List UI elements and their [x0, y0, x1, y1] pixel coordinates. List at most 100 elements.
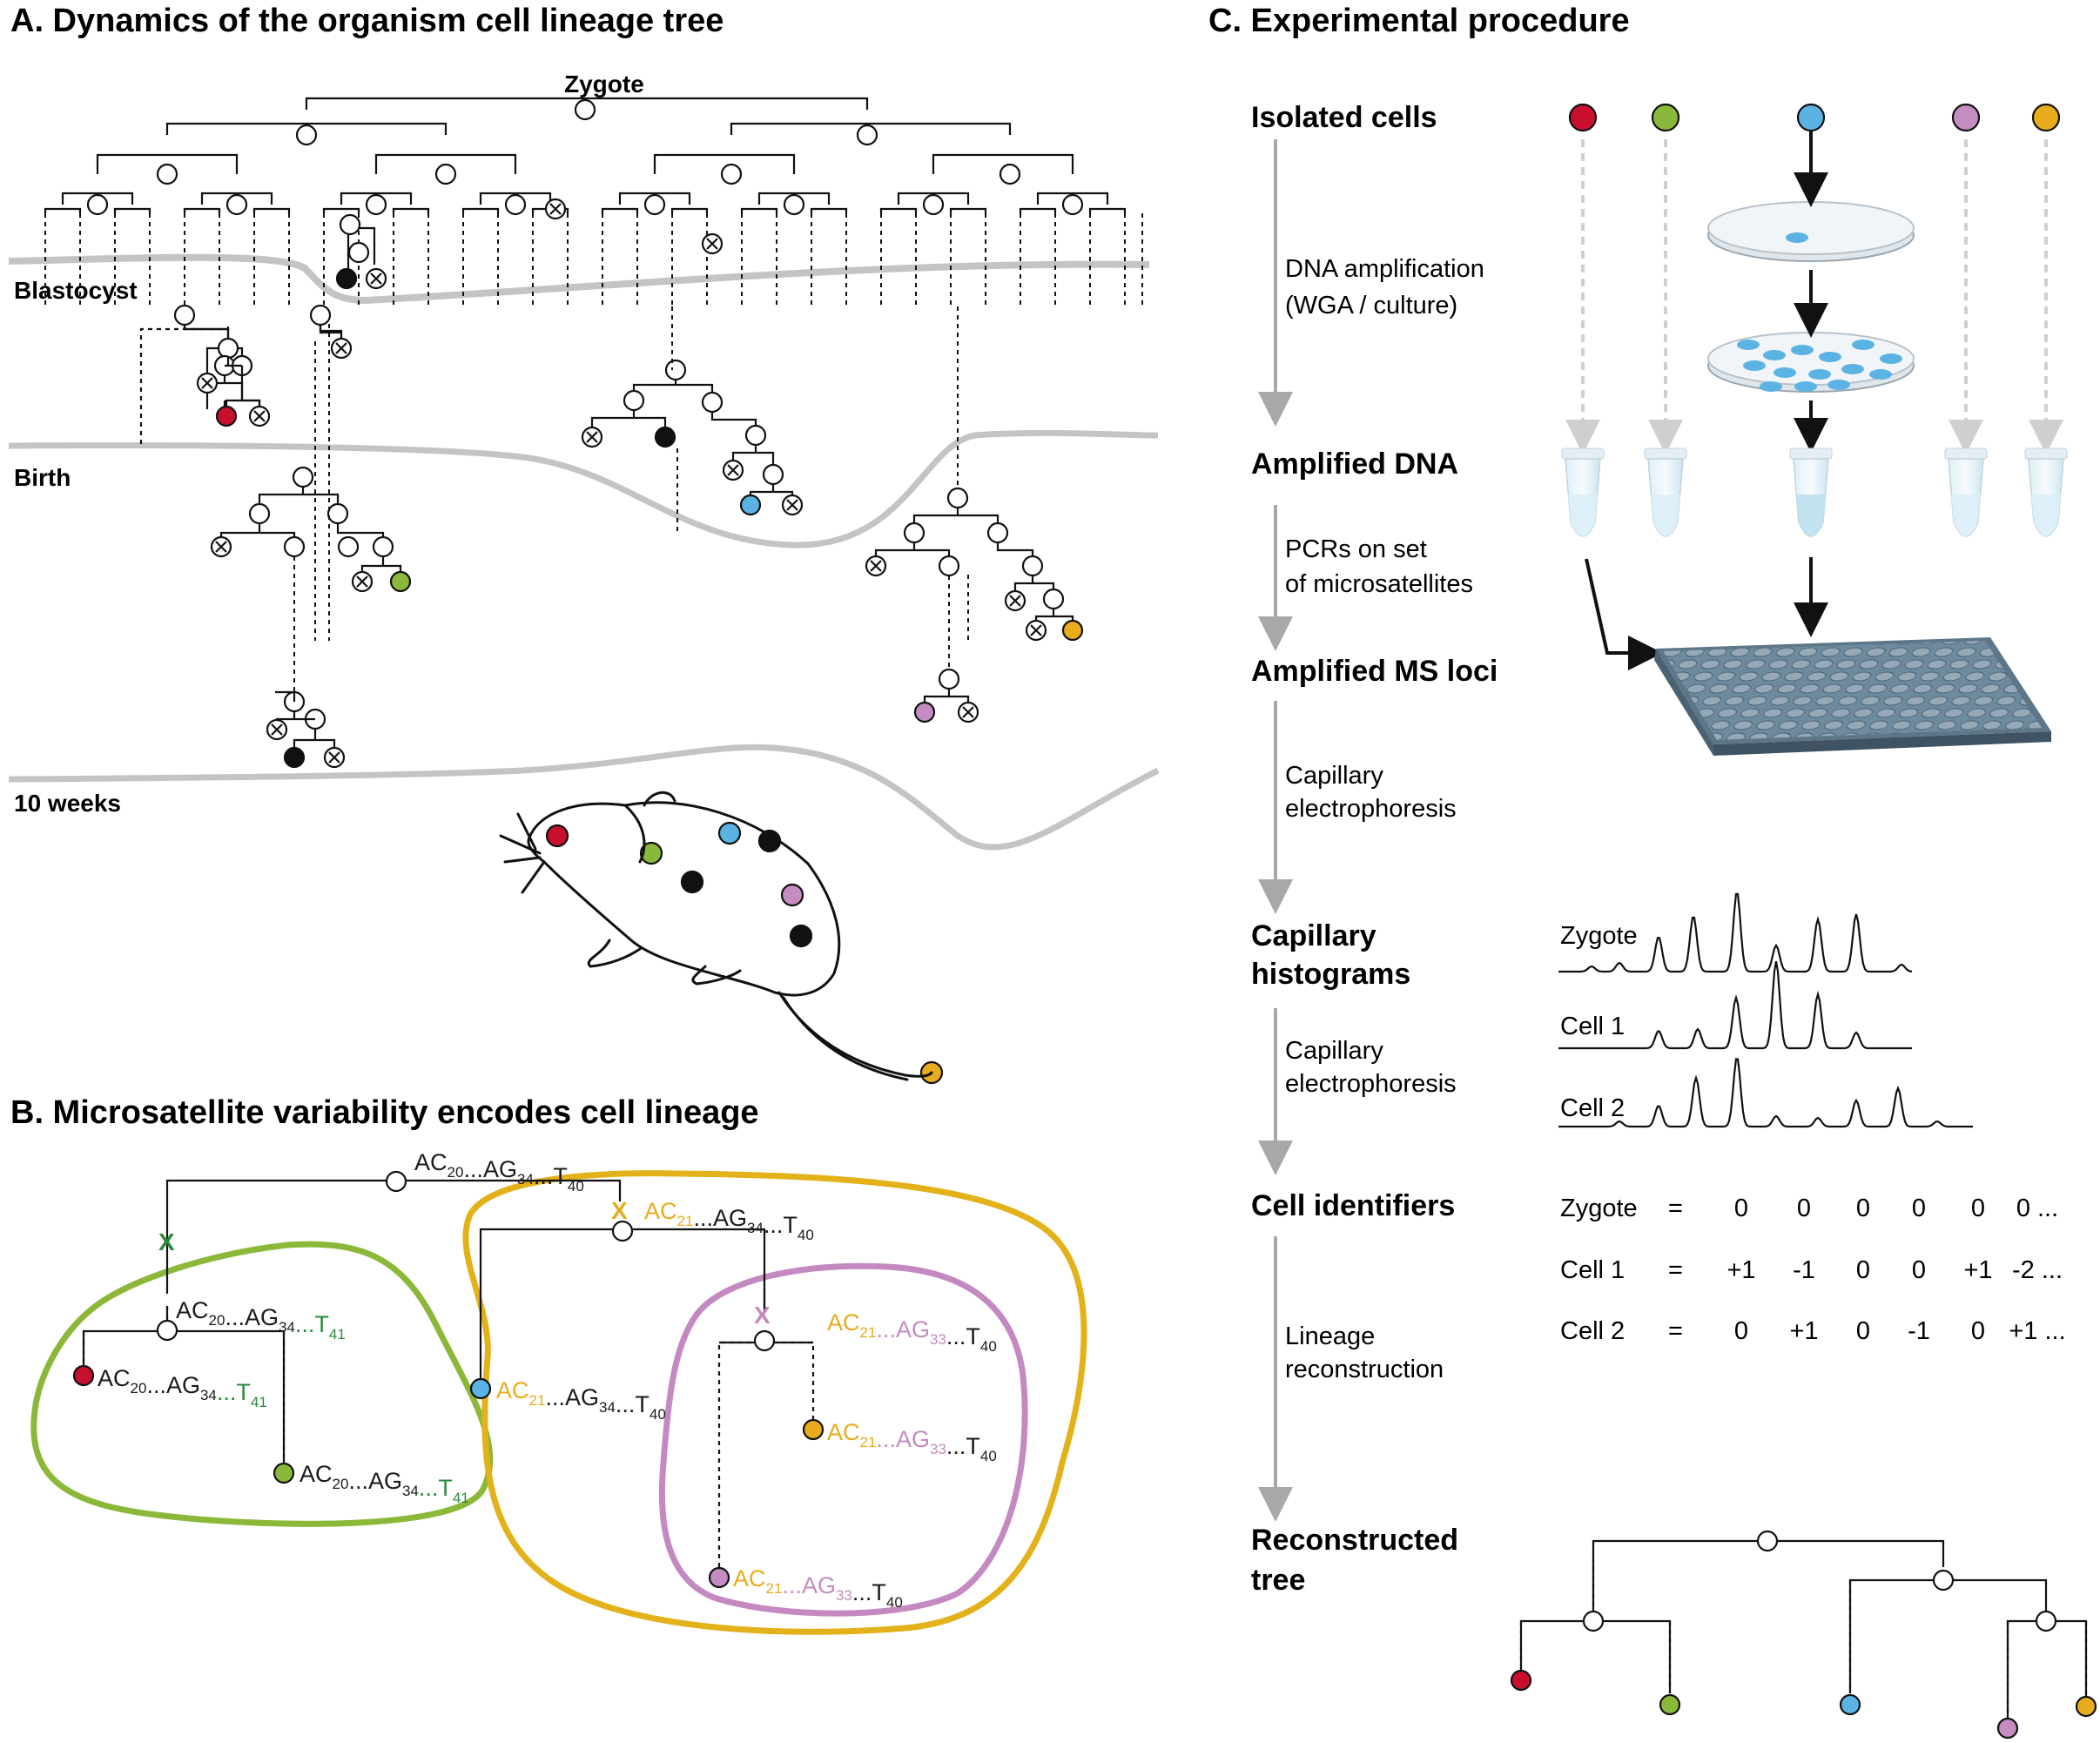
identifier-value: 0 ...	[2016, 1195, 2058, 1222]
microsatellite-sequence: AC21...AG33...T40	[733, 1565, 903, 1611]
dead-cell-x-icon	[1004, 589, 1026, 612]
step-label: Amplified DNA	[1251, 448, 1458, 481]
microsatellite-panel: X X X AC20...AG34...T40 AC20...AG34...T41…	[30, 1149, 1087, 1635]
dead-cell-x-icon	[1025, 619, 1047, 642]
microsatellite-sequence: AC21...AG33...T40	[827, 1309, 997, 1355]
tree-node	[938, 555, 960, 577]
identifier-value: 0	[1734, 1195, 1748, 1222]
isolated-cell	[1796, 103, 1826, 132]
step-description: Capillary	[1285, 1037, 1383, 1065]
tree-node	[1932, 1569, 1955, 1592]
identifier-equals: =	[1668, 1256, 1683, 1284]
identifier-equals: =	[1668, 1317, 1683, 1345]
dead-cell-x-icon	[957, 701, 979, 723]
culture-dish-icon	[1707, 201, 1915, 262]
tree-node	[783, 193, 805, 216]
tree-node	[2035, 1610, 2057, 1632]
mutation-mark-green: X	[158, 1228, 175, 1255]
tree-node	[385, 1170, 407, 1193]
identifier-value: -2 ...	[2012, 1256, 2063, 1284]
tree-node	[225, 193, 248, 216]
dead-cell-x-icon	[865, 555, 887, 577]
tree-nodes	[44, 98, 1127, 1085]
colony-dot	[1880, 353, 1902, 364]
red-cell	[215, 405, 238, 427]
yellow-cell	[1061, 619, 1084, 642]
identifier-value: +1 ...	[2009, 1317, 2065, 1345]
isolated-cell	[1651, 103, 1680, 132]
tube-icon	[1944, 448, 1988, 537]
identifier-value: 0	[1971, 1195, 1985, 1222]
step-label: Reconstructed	[1251, 1524, 1458, 1557]
step-label: Cell identifiers	[1251, 1189, 1455, 1222]
mouse-cell-dot	[680, 870, 704, 894]
mutation-mark-purple: X	[754, 1302, 771, 1329]
step-description: electrophoresis	[1285, 795, 1457, 823]
identifier-row-label: Cell 1	[1560, 1256, 1625, 1284]
step-description: Capillary	[1285, 762, 1383, 790]
green-clade-outline	[30, 1241, 494, 1527]
dead-cell-x-icon	[722, 459, 744, 481]
tree-node	[86, 193, 109, 216]
tube-icon	[1644, 448, 1687, 537]
tree-node	[623, 389, 645, 412]
identifier-value: +1	[1963, 1256, 1992, 1284]
histogram-trace	[1558, 892, 1913, 973]
tree-node	[335, 267, 358, 290]
histogram-label: Zygote	[1560, 922, 1638, 950]
zygote-label: Zygote	[564, 71, 644, 98]
dead-cell-x-icon	[581, 426, 603, 448]
mouse-cell-dot	[780, 883, 804, 907]
tree-node	[295, 124, 318, 146]
tree-node	[999, 163, 1021, 185]
step-description: reconstruction	[1285, 1356, 1444, 1383]
step-label: Isolated cells	[1251, 101, 1437, 134]
isolated-cell	[2031, 103, 2061, 132]
stage-label-blastocyst: Blastocyst	[14, 277, 138, 304]
identifier-value: 0	[1912, 1256, 1926, 1284]
identifier-value: 0	[1856, 1317, 1870, 1345]
identifier-value: -1	[1908, 1317, 1930, 1345]
tree-node	[1582, 1610, 1605, 1632]
tree-node	[643, 193, 666, 216]
red-cell	[1510, 1669, 1532, 1692]
green-cell	[389, 570, 412, 593]
dead-cell-x-icon	[365, 267, 387, 290]
tree-node	[938, 668, 960, 690]
mouse-illustration	[499, 791, 933, 1081]
tree-node	[283, 535, 306, 558]
identifier-value: -1	[1793, 1256, 1815, 1284]
histogram-label: Cell 1	[1560, 1013, 1625, 1040]
tube-icon	[1789, 448, 1833, 537]
identifier-value: 0	[1856, 1256, 1870, 1284]
tree-node	[292, 466, 314, 488]
identifier-value: 0	[1734, 1317, 1748, 1345]
colony-dot	[1827, 380, 1850, 390]
isolated-cell	[1951, 103, 1981, 132]
panel-c-title: C. Experimental procedure	[1208, 3, 1630, 39]
culture-dish-colonies-icon	[1707, 332, 1915, 393]
tree-node	[1756, 1530, 1779, 1552]
dead-cell-x-icon	[248, 405, 271, 427]
colony-dot	[1841, 364, 1864, 374]
identifier-equals: =	[1668, 1195, 1683, 1222]
yellow-clade-outline	[462, 1170, 1087, 1635]
tree-node	[156, 1319, 178, 1342]
stage-label-10-weeks: 10 weeks	[14, 790, 121, 817]
colony-dot	[1791, 345, 1814, 355]
panel-a-title: A. Dynamics of the organism cell lineage…	[10, 3, 724, 39]
dead-cell-x-icon	[701, 232, 724, 255]
colony-dot	[1819, 352, 1841, 362]
step-description: DNA amplification	[1285, 255, 1484, 283]
microsatellite-sequence: AC20...AG34...T41	[176, 1297, 346, 1343]
birth-boundary	[8, 429, 1159, 548]
tree-node	[720, 163, 743, 185]
tree-node	[903, 522, 925, 544]
microsatellite-sequence: AC20...AG34...T40	[414, 1149, 584, 1195]
tree-node	[611, 1220, 634, 1242]
tree-node	[1042, 588, 1065, 610]
tree-node	[347, 241, 370, 264]
step-description: electrophoresis	[1285, 1070, 1457, 1098]
well-plate-icon	[1654, 637, 2051, 756]
